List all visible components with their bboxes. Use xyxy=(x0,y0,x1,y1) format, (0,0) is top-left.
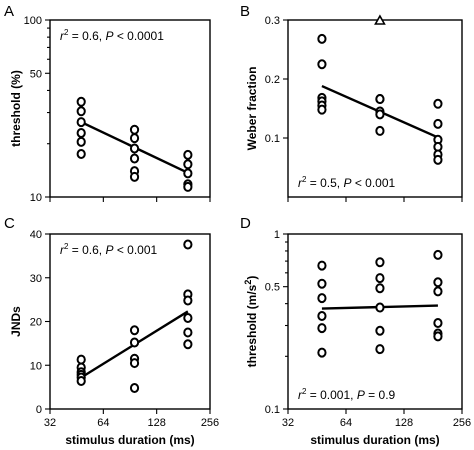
y-tick-label: 40 xyxy=(30,229,42,241)
panel-a: A 10 50 100 threshold (%) r2 = 0.6, P < 0.000… xyxy=(4,3,211,204)
data-point xyxy=(129,133,140,144)
data-point xyxy=(433,98,443,109)
data-point xyxy=(129,153,140,164)
data-point xyxy=(317,310,327,321)
data-point xyxy=(317,59,327,70)
data-point xyxy=(183,295,193,306)
y-tick-label: 20 xyxy=(30,317,42,329)
data-point xyxy=(129,337,140,348)
y-tick-label: 0 xyxy=(36,404,42,416)
data-point xyxy=(317,323,327,334)
data-point xyxy=(375,257,385,268)
data-point xyxy=(183,149,193,160)
data-point xyxy=(129,325,140,336)
panel-d: D 0.1 0.5 1 32 64 128 256 threshold (m/s2) stimul… xyxy=(240,215,471,447)
data-point xyxy=(375,94,385,105)
data-point xyxy=(183,168,193,179)
data-point xyxy=(183,313,193,323)
y-tick-label: 10 xyxy=(30,192,42,204)
plot-frame xyxy=(287,233,463,410)
data-point xyxy=(433,318,443,329)
data-point xyxy=(76,136,86,147)
panel-c: C 0 10 20 30 40 32 64 128 256 JNDs stimulus duratio… xyxy=(4,215,219,447)
panel-letter-a: A xyxy=(4,3,14,20)
stats-annotation: r2 = 0.001, P = 0.9 xyxy=(298,387,396,402)
data-point xyxy=(317,278,327,289)
x-tick-label: 32 xyxy=(44,417,56,429)
data-point xyxy=(375,283,385,294)
data-point xyxy=(375,109,385,120)
x-axis-title: stimulus duration (ms) xyxy=(65,433,194,447)
x-axis-title: stimulus duration (ms) xyxy=(310,433,439,447)
x-tick-label: 256 xyxy=(453,417,471,429)
data-point xyxy=(433,286,443,297)
data-point xyxy=(129,383,140,393)
data-point xyxy=(76,106,86,117)
data-point xyxy=(183,339,193,350)
stats-annotation: r2 = 0.6, P < 0.0001 xyxy=(60,28,164,43)
y-tick-label: 50 xyxy=(30,68,42,80)
y-tick-label: 0.2 xyxy=(265,74,280,86)
x-tick-label: 64 xyxy=(97,417,109,429)
data-point xyxy=(183,327,193,338)
data-point xyxy=(129,143,140,154)
panel-b: B 0.1 0.2 0.3 Weber fraction r2 = 0.5, P < 0.… xyxy=(240,3,463,202)
panel-letter-d: D xyxy=(240,215,251,232)
data-point xyxy=(76,376,86,386)
data-point xyxy=(76,148,86,159)
y-axis-title: threshold (m/s2) xyxy=(243,276,259,368)
y-axis-title: JNDs xyxy=(9,306,23,337)
data-point xyxy=(76,354,86,365)
data-point xyxy=(433,331,443,342)
panel-letter-c: C xyxy=(4,215,15,232)
data-point xyxy=(317,104,327,115)
data-point xyxy=(76,117,86,128)
data-point xyxy=(317,260,327,271)
data-point xyxy=(375,273,385,284)
data-point xyxy=(375,325,385,336)
data-point xyxy=(183,181,193,192)
x-tick-label: 256 xyxy=(201,417,219,429)
data-point xyxy=(76,96,86,107)
y-tick-label: 0.3 xyxy=(265,15,280,27)
y-tick-label: 1 xyxy=(274,229,280,241)
data-point xyxy=(183,159,193,170)
x-tick-label: 64 xyxy=(340,417,352,429)
data-point xyxy=(317,347,327,358)
data-point xyxy=(129,124,140,135)
data-point xyxy=(433,154,443,165)
x-tick-label: 128 xyxy=(395,417,413,429)
data-point xyxy=(129,358,140,369)
y-tick-label: 30 xyxy=(30,273,42,285)
data-point xyxy=(433,249,443,260)
data-point xyxy=(375,125,385,136)
y-tick-label: 0.1 xyxy=(265,404,280,416)
data-point xyxy=(433,118,443,129)
y-tick-label: 0.5 xyxy=(265,282,280,294)
data-point xyxy=(76,127,86,138)
data-point xyxy=(129,171,140,182)
y-tick-label: 10 xyxy=(30,360,42,372)
data-point xyxy=(433,277,443,288)
x-tick-label: 128 xyxy=(147,417,165,429)
y-tick-label: 100 xyxy=(24,15,42,27)
data-point xyxy=(375,344,385,355)
plot-frame xyxy=(287,19,463,198)
y-tick-label: 0.1 xyxy=(265,133,280,145)
data-point xyxy=(317,33,327,44)
stats-annotation: r2 = 0.6, P < 0.001 xyxy=(60,242,158,257)
stats-annotation: r2 = 0.5, P < 0.001 xyxy=(298,175,396,190)
y-axis-title: threshold (%) xyxy=(9,70,23,147)
panel-letter-b: B xyxy=(240,3,250,20)
data-point xyxy=(375,302,385,313)
y-axis-title: Weber fraction xyxy=(245,67,259,151)
x-tick-label: 32 xyxy=(282,417,294,429)
plot-frame xyxy=(49,19,211,198)
data-point xyxy=(183,239,193,250)
outlier-marker xyxy=(374,14,386,25)
data-point xyxy=(317,293,327,304)
